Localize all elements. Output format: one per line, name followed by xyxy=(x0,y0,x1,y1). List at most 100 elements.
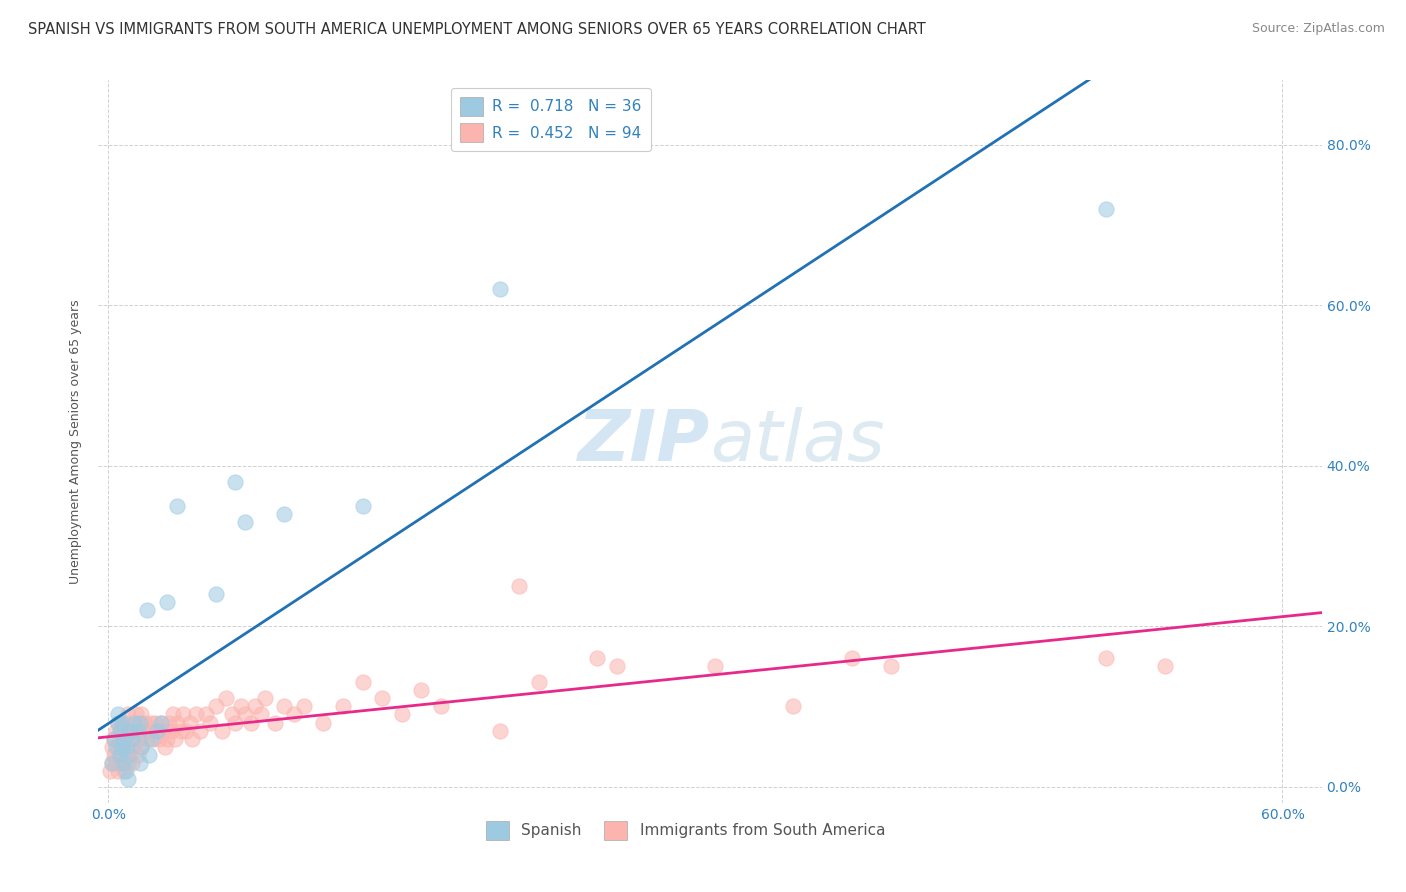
Point xyxy=(606,659,628,673)
Point xyxy=(181,731,204,746)
Point xyxy=(508,579,530,593)
Point xyxy=(108,723,131,738)
Point xyxy=(231,699,253,714)
Point xyxy=(841,651,863,665)
Point xyxy=(118,747,141,762)
Point xyxy=(132,723,155,738)
Point xyxy=(107,715,129,730)
Point xyxy=(121,731,143,746)
Point xyxy=(176,723,198,738)
Point xyxy=(105,723,128,738)
Point xyxy=(224,715,246,730)
Point xyxy=(111,715,134,730)
Point xyxy=(117,707,139,722)
Point xyxy=(166,715,188,730)
Point xyxy=(141,731,163,746)
Point xyxy=(224,475,246,489)
Point xyxy=(292,699,315,714)
Point xyxy=(112,764,135,778)
Point xyxy=(114,715,136,730)
Point xyxy=(143,715,166,730)
Point xyxy=(105,739,128,754)
Point xyxy=(142,731,165,746)
Point xyxy=(1095,202,1118,216)
Point xyxy=(162,707,184,722)
Point xyxy=(124,707,146,722)
Point xyxy=(488,723,510,738)
Point xyxy=(111,739,134,754)
Point xyxy=(111,756,134,770)
Point xyxy=(131,739,153,754)
Point xyxy=(371,691,394,706)
Point xyxy=(160,723,183,738)
Point xyxy=(117,747,139,762)
Point xyxy=(138,723,160,738)
Point xyxy=(101,756,124,770)
Point xyxy=(103,731,125,746)
Point xyxy=(179,715,201,730)
Point xyxy=(283,707,305,722)
Point xyxy=(136,731,159,746)
Point xyxy=(107,707,129,722)
Text: SPANISH VS IMMIGRANTS FROM SOUTH AMERICA UNEMPLOYMENT AMONG SENIORS OVER 65 YEAR: SPANISH VS IMMIGRANTS FROM SOUTH AMERICA… xyxy=(28,22,927,37)
Point xyxy=(111,715,134,730)
Point xyxy=(107,715,129,730)
Point xyxy=(128,756,150,770)
Point xyxy=(205,699,228,714)
Point xyxy=(352,675,374,690)
Point xyxy=(117,772,139,786)
Point xyxy=(114,747,136,762)
Point xyxy=(118,723,141,738)
Point xyxy=(1095,651,1118,665)
Point xyxy=(108,723,131,738)
Point xyxy=(128,715,150,730)
Point xyxy=(128,731,150,746)
Point xyxy=(131,739,153,754)
Point xyxy=(221,707,243,722)
Legend: Spanish, Immigrants from South America: Spanish, Immigrants from South America xyxy=(479,815,891,846)
Point xyxy=(214,691,236,706)
Point xyxy=(240,715,263,730)
Point xyxy=(411,683,433,698)
Point xyxy=(141,715,163,730)
Point xyxy=(163,731,186,746)
Point xyxy=(198,715,221,730)
Point xyxy=(146,723,169,738)
Point xyxy=(117,731,139,746)
Point xyxy=(150,715,173,730)
Point xyxy=(430,699,453,714)
Text: atlas: atlas xyxy=(710,407,884,476)
Point xyxy=(127,723,149,738)
Point xyxy=(122,739,145,754)
Point xyxy=(273,507,295,521)
Point xyxy=(273,699,295,714)
Text: Source: ZipAtlas.com: Source: ZipAtlas.com xyxy=(1251,22,1385,36)
Point xyxy=(527,675,550,690)
Point xyxy=(105,756,128,770)
Point xyxy=(98,764,121,778)
Point xyxy=(118,723,141,738)
Point xyxy=(112,731,135,746)
Point xyxy=(703,659,725,673)
Point xyxy=(121,756,143,770)
Point xyxy=(156,731,179,746)
Text: ZIP: ZIP xyxy=(578,407,710,476)
Point xyxy=(391,707,413,722)
Point xyxy=(122,715,145,730)
Point xyxy=(312,715,335,730)
Point xyxy=(136,603,159,617)
Point xyxy=(114,764,136,778)
Point xyxy=(205,587,228,601)
Point xyxy=(112,723,135,738)
Point xyxy=(233,515,256,529)
Point xyxy=(134,715,156,730)
Point xyxy=(586,651,609,665)
Point xyxy=(148,731,170,746)
Point xyxy=(131,707,153,722)
Point xyxy=(101,739,124,754)
Point xyxy=(103,747,125,762)
Point xyxy=(157,715,180,730)
Point xyxy=(124,723,146,738)
Point xyxy=(488,282,510,296)
Point xyxy=(150,715,173,730)
